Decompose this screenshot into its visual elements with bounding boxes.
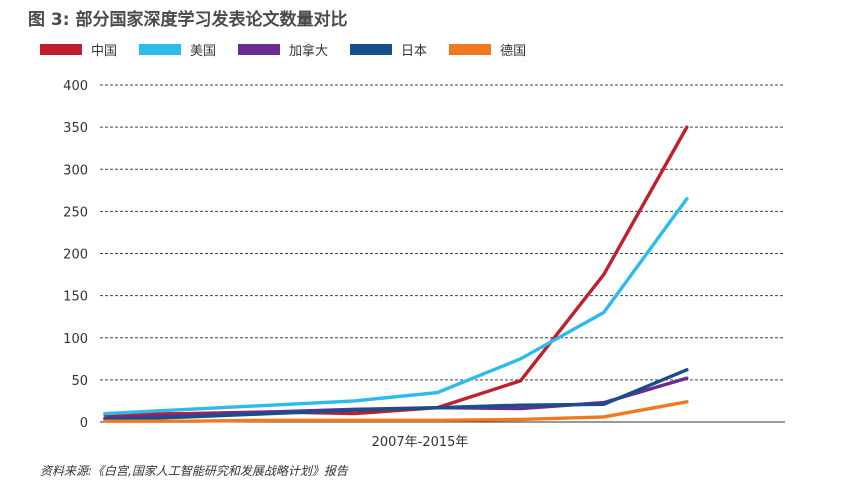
legend-swatch (350, 43, 393, 55)
y-tick-label: 300 (63, 163, 88, 178)
series-line-4 (103, 400, 689, 423)
source-note: 资料来源:《白宫,国家人工智能研究和发展战略计划》报告 (40, 464, 348, 478)
legend-swatch (40, 43, 82, 55)
legend-item: 中国 (40, 40, 117, 59)
legend-swatch (238, 43, 281, 55)
legend-label: 日本 (401, 43, 428, 59)
y-tick-label: 200 (63, 248, 88, 263)
y-tick-label: 150 (63, 290, 88, 305)
y-tick-label: 0 (80, 416, 88, 431)
legend-item: 德国 (449, 40, 526, 59)
series-line-0 (103, 125, 689, 417)
y-tick-label: 350 (63, 121, 88, 136)
series-line-1 (103, 197, 689, 416)
y-tick-label: 250 (63, 205, 88, 220)
legend: 中国 美国 加拿大 日本 德国 (40, 40, 548, 59)
y-tick-label: 400 (63, 79, 88, 94)
legend-label: 加拿大 (289, 43, 329, 59)
legend-swatch (139, 43, 182, 55)
legend-label: 美国 (190, 43, 217, 59)
legend-item: 日本 (350, 40, 427, 59)
y-tick-label: 100 (63, 332, 88, 347)
legend-label: 德国 (500, 43, 527, 59)
axes: 0 50 100 150 200 250 300 350 400 (63, 79, 785, 431)
legend-item: 美国 (139, 40, 216, 59)
legend-label: 中国 (91, 43, 118, 59)
series-lines (103, 125, 689, 423)
gridlines (100, 84, 785, 381)
x-axis-label: 2007年-2015年 (372, 435, 469, 450)
y-tick-label: 50 (71, 374, 88, 389)
legend-swatch (449, 43, 492, 55)
chart-title: 图 3: 部分国家深度学习发表论文数量对比 (28, 10, 348, 30)
series-line-3 (103, 368, 689, 422)
legend-item: 加拿大 (238, 40, 328, 59)
